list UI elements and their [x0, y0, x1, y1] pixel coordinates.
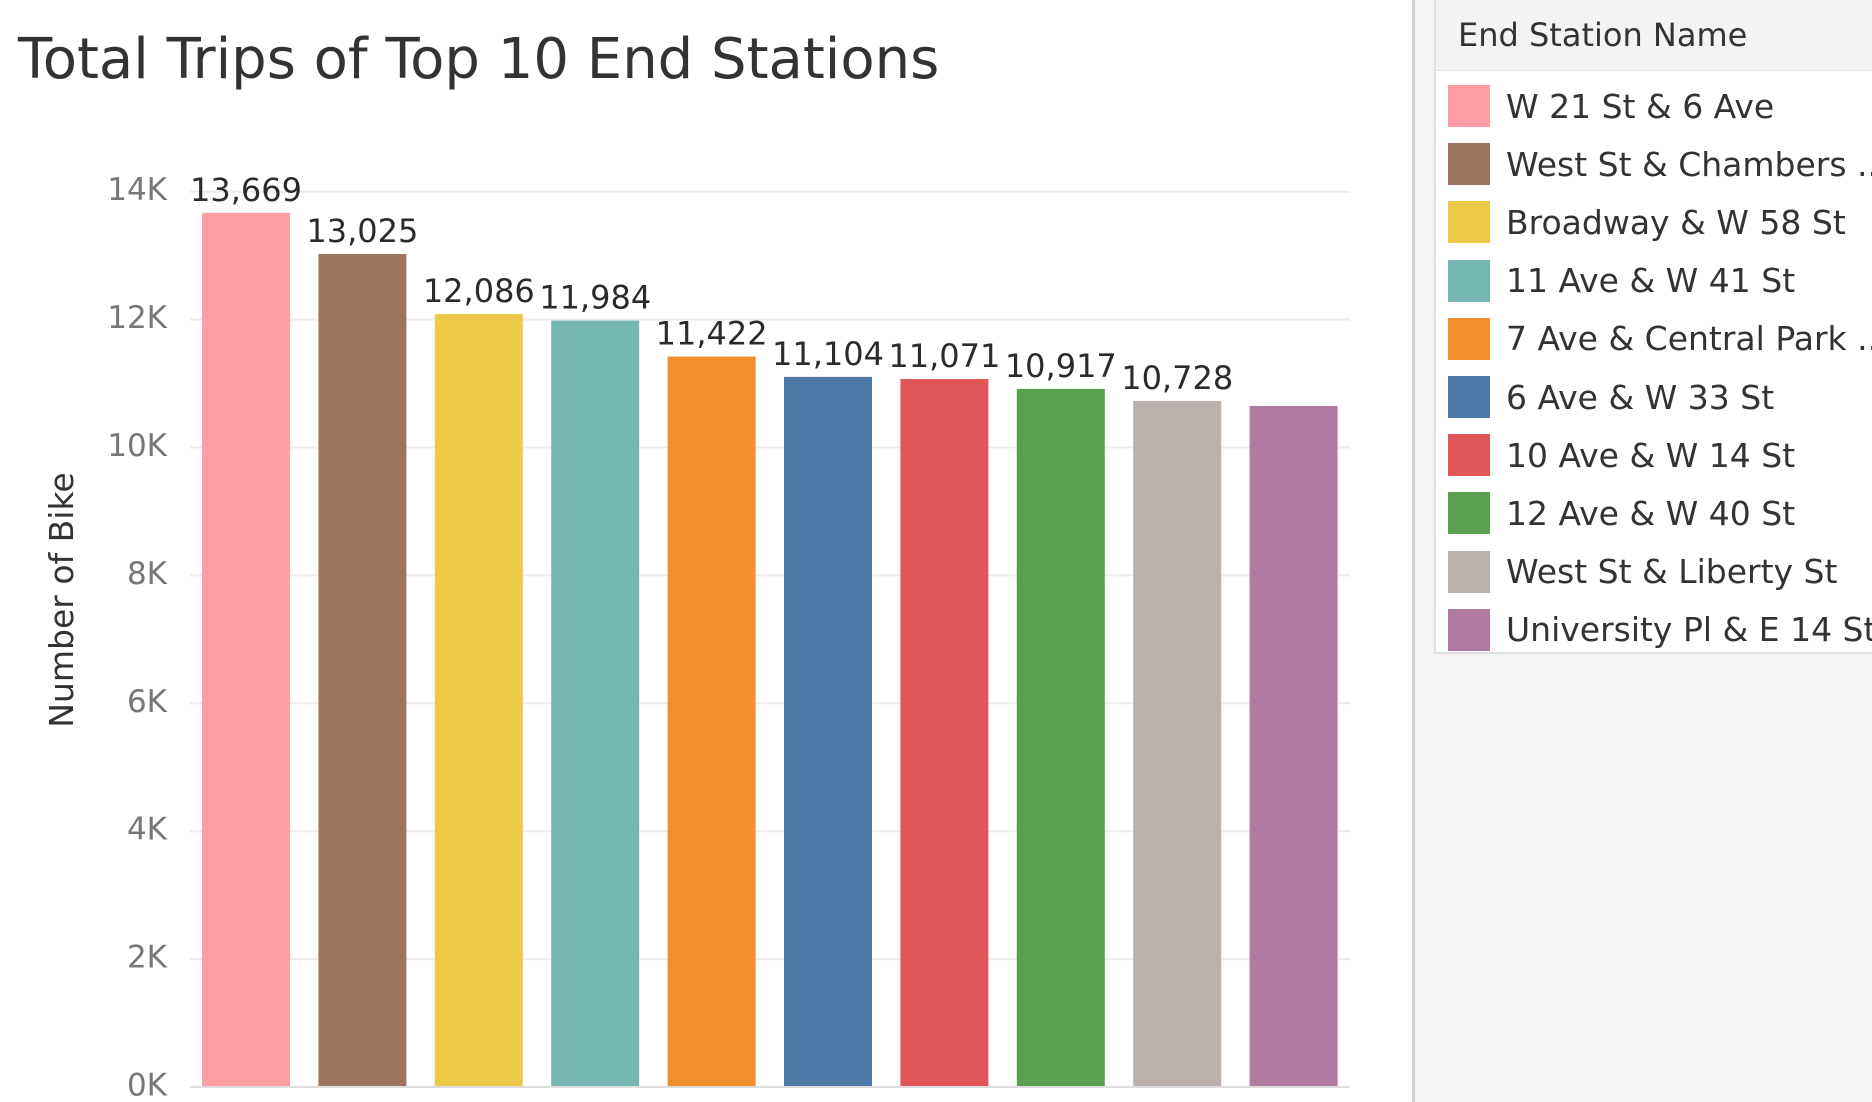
legend-label: West St & Liberty St [1506, 552, 1838, 592]
legend-swatch [1448, 608, 1490, 651]
bar [318, 254, 407, 1087]
legend-list: W 21 St & 6 Ave West St & Chambers .. Broa… [1436, 71, 1872, 659]
y-tick-label: 10K [107, 428, 167, 464]
legend-label: 7 Ave & Central Park .. [1506, 319, 1872, 359]
bar [434, 314, 523, 1087]
y-tick-label: 4K [127, 812, 168, 848]
bars [202, 212, 1338, 1088]
y-tick-label: 12K [107, 300, 167, 336]
legend-swatch [1448, 85, 1490, 128]
legend-item[interactable]: Broadway & W 58 St [1436, 193, 1872, 251]
bar [1016, 388, 1105, 1087]
legend-swatch [1448, 550, 1490, 593]
legend: End Station Name W 21 St & 6 Ave West St … [1434, 0, 1872, 654]
y-axis-ticks: 0K 2K 4K 6K 8K 10K 12K 14K [107, 172, 167, 1102]
bar-value-label: 10,728 [1121, 359, 1233, 397]
legend-swatch [1448, 143, 1490, 186]
legend-item[interactable]: West St & Liberty St [1436, 543, 1872, 601]
legend-item[interactable]: 10 Ave & W 14 St [1436, 426, 1872, 484]
legend-swatch [1448, 376, 1490, 419]
bar [551, 320, 640, 1088]
bar [900, 379, 989, 1088]
bar-chart: Total Trips of Top 10 End Stations 0K 2K 4… [17, 27, 1350, 1102]
legend-label: 12 Ave & W 40 St [1506, 493, 1796, 533]
bar-value-label: 11,984 [539, 279, 651, 317]
legend-swatch [1448, 259, 1490, 302]
y-tick-label: 0K [127, 1068, 168, 1102]
legend-divider [1412, 0, 1415, 1102]
legend-title: End Station Name [1436, 0, 1872, 71]
y-tick-label: 2K [127, 940, 168, 976]
legend-label: 11 Ave & W 41 St [1506, 261, 1796, 301]
bar [784, 376, 872, 1088]
legend-swatch [1448, 492, 1490, 535]
legend-item[interactable]: 11 Ave & W 41 St [1436, 252, 1872, 310]
chart-title: Total Trips of Top 10 End Stations [17, 27, 939, 92]
y-tick-label: 14K [107, 172, 167, 208]
legend-swatch [1448, 317, 1490, 360]
legend-item[interactable]: W 21 St & 6 Ave [1436, 77, 1872, 135]
legend-label: 6 Ave & W 33 St [1506, 377, 1775, 417]
legend-item[interactable]: 7 Ave & Central Park .. [1436, 310, 1872, 368]
legend-label: 10 Ave & W 14 St [1506, 435, 1796, 475]
bar-value-label: 11,104 [772, 335, 884, 373]
y-tick-label: 8K [127, 556, 168, 592]
legend-item[interactable]: University Pl & E 14 St [1436, 601, 1872, 659]
y-tick-label: 6K [127, 684, 168, 720]
bar-value-label: 10,917 [1005, 347, 1117, 385]
legend-item[interactable]: 6 Ave & W 33 St [1436, 368, 1872, 426]
legend-swatch [1448, 201, 1490, 244]
y-axis-title: Number of Bike [42, 472, 81, 727]
legend-item[interactable]: West St & Chambers .. [1436, 135, 1872, 193]
legend-label: University Pl & E 14 St [1506, 610, 1872, 650]
bar [202, 212, 290, 1088]
bar [1133, 400, 1222, 1087]
legend-label: West St & Chambers .. [1506, 144, 1872, 184]
bar-value-label: 13,669 [190, 171, 302, 209]
legend-label: Broadway & W 58 St [1506, 202, 1846, 242]
bar-value-label: 12,086 [423, 272, 535, 310]
legend-swatch [1448, 434, 1490, 477]
legend-label: W 21 St & 6 Ave [1506, 86, 1775, 126]
bar [1249, 405, 1338, 1087]
legend-item[interactable]: 12 Ave & W 40 St [1436, 484, 1872, 542]
bar-value-label: 11,071 [888, 337, 1000, 375]
bar [667, 356, 756, 1087]
bar-value-label: 11,422 [656, 315, 768, 353]
bar-value-label: 13,025 [306, 212, 418, 250]
